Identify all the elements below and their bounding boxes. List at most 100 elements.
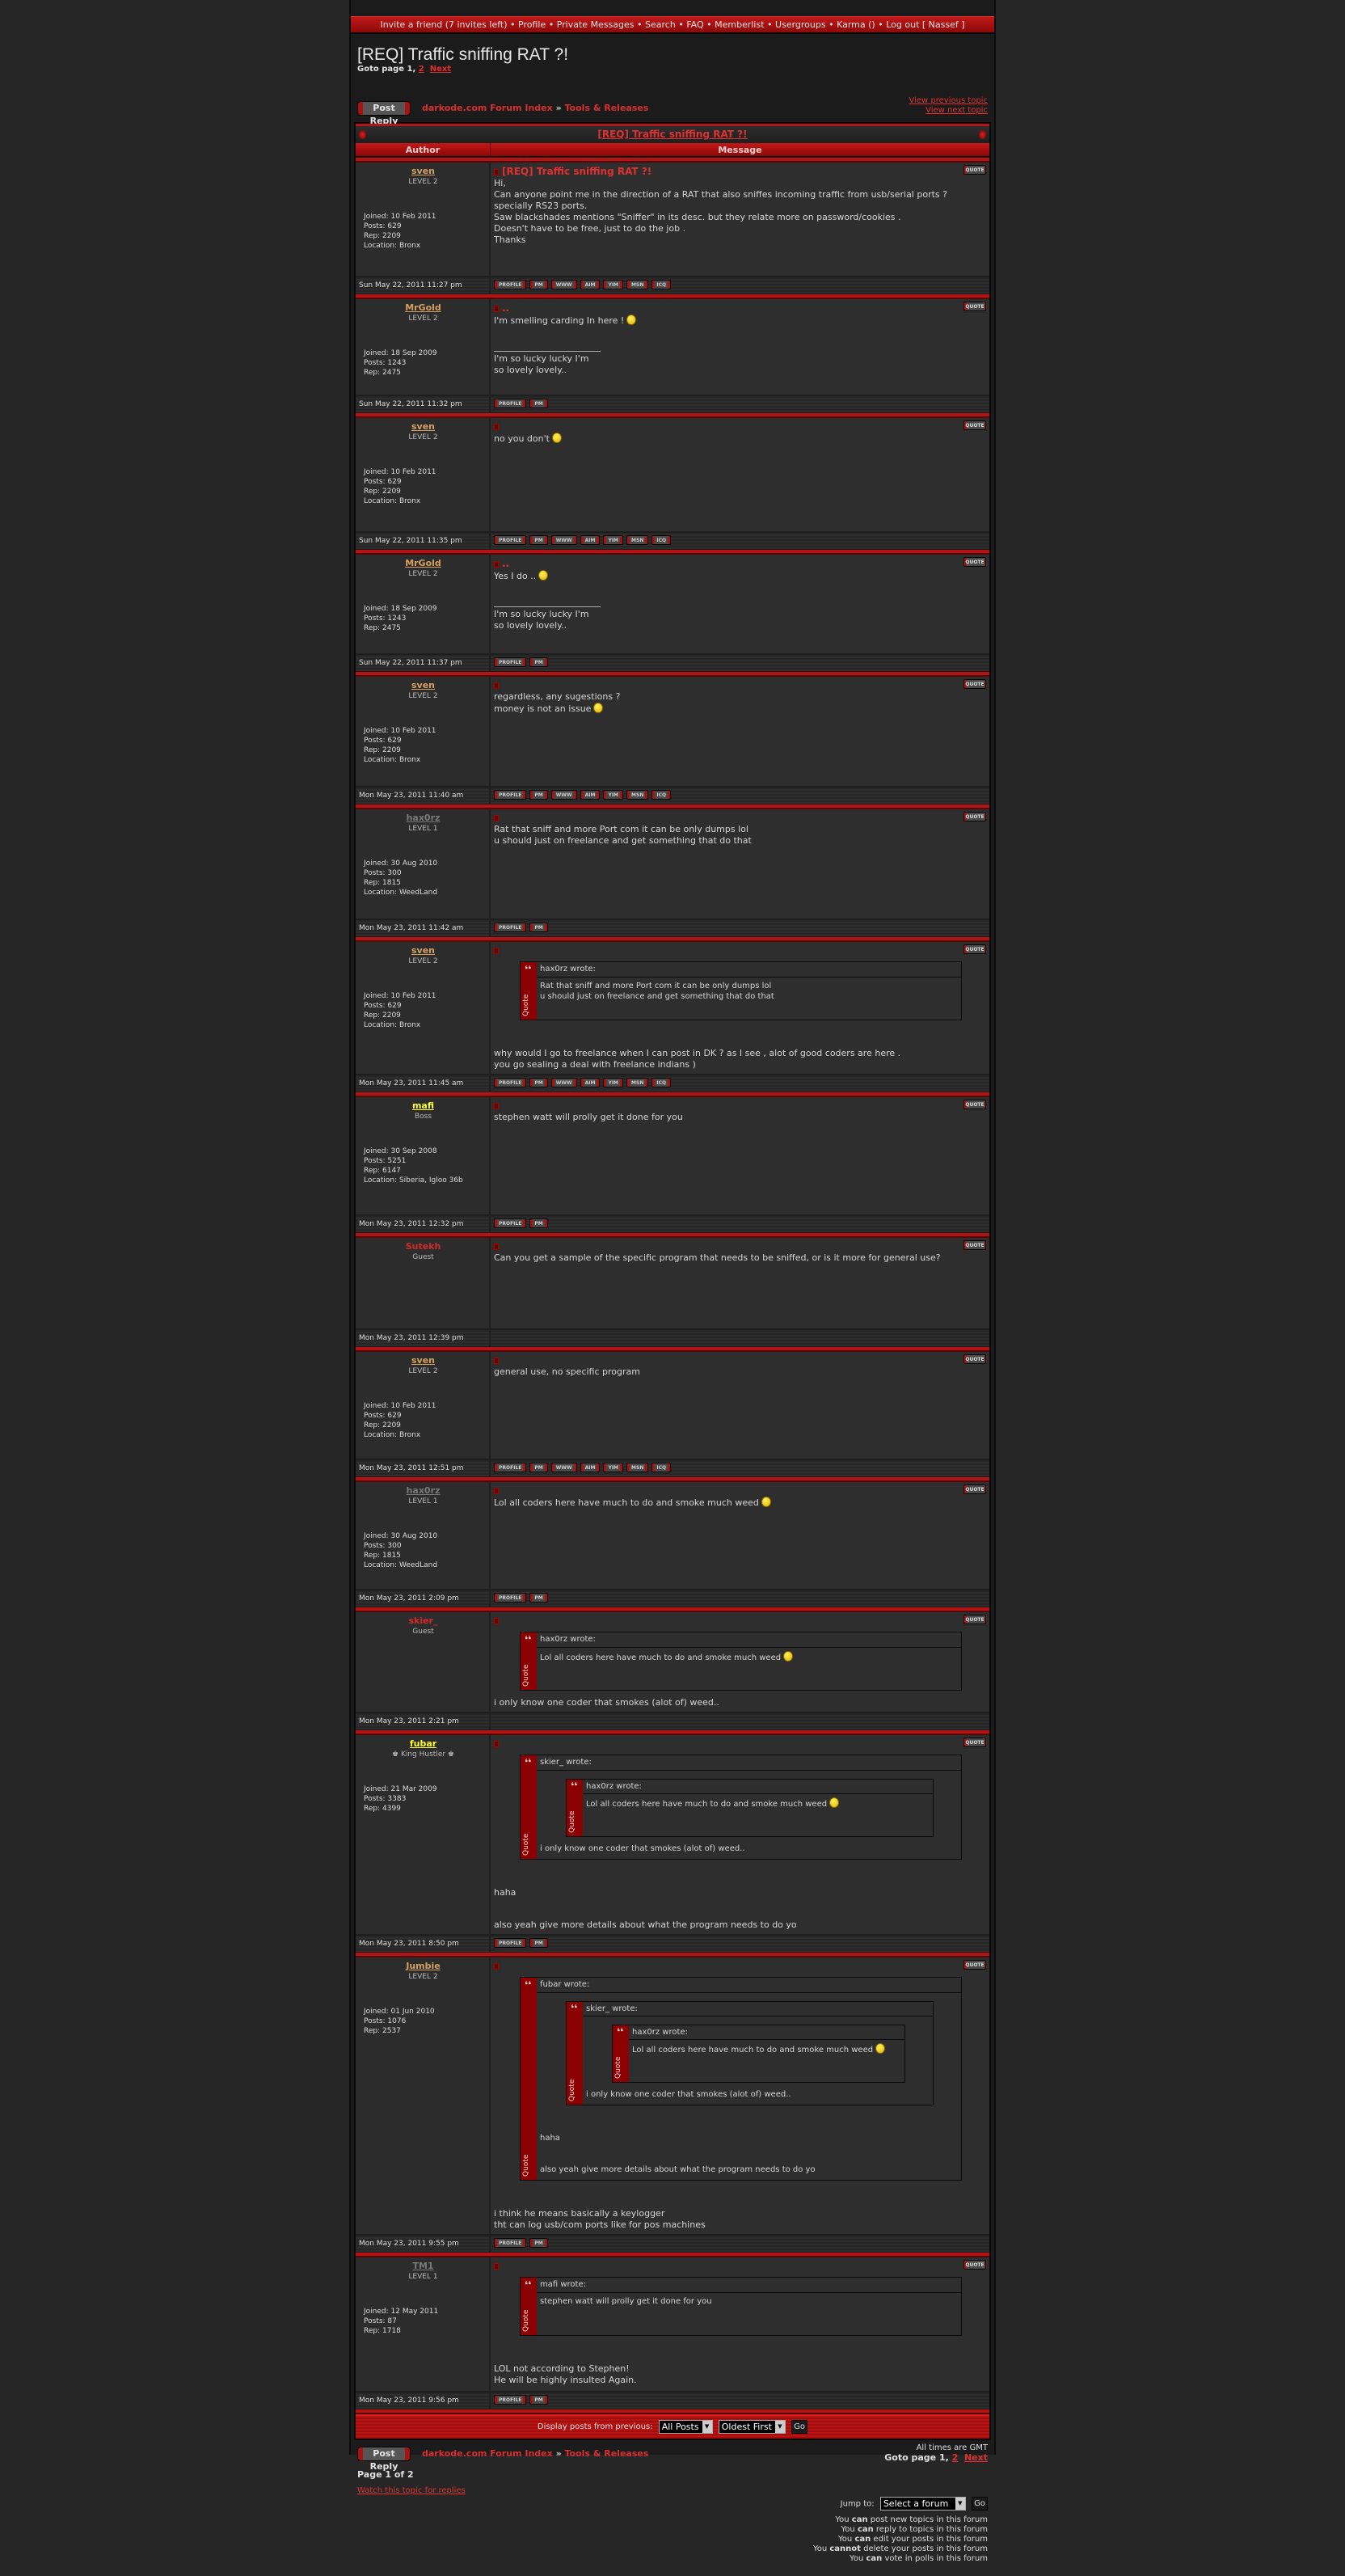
profile-button[interactable]: PROFILE — [494, 399, 527, 408]
order-select[interactable]: Oldest First ▼ — [718, 2419, 786, 2434]
nav-item-faq[interactable]: FAQ — [686, 19, 704, 30]
quote-button[interactable]: QUOTE — [963, 557, 986, 567]
pm-button[interactable]: PM — [529, 657, 548, 667]
post-icon[interactable] — [494, 1103, 499, 1109]
www-button[interactable]: WWW — [550, 1463, 577, 1472]
watch-topic-link[interactable]: Watch this topic for replies — [357, 2486, 466, 2495]
filter-go-button[interactable]: Go — [791, 2419, 808, 2434]
icq-button[interactable]: ICQ — [651, 535, 672, 545]
pm-button[interactable]: PM — [529, 2238, 548, 2248]
nav-item-invite[interactable]: Invite a friend (7 invites left) — [380, 19, 508, 30]
quote-button[interactable]: QUOTE — [963, 420, 986, 430]
quote-button[interactable]: QUOTE — [963, 2260, 986, 2270]
profile-button[interactable]: PROFILE — [494, 1593, 527, 1603]
quote-button[interactable]: QUOTE — [963, 1960, 986, 1970]
quote-button[interactable]: QUOTE — [963, 1354, 986, 1364]
nav-item-log[interactable]: Log out [ Nassef ] — [886, 19, 965, 30]
profile-button[interactable]: PROFILE — [494, 657, 527, 667]
yim-button[interactable]: YIM — [603, 535, 624, 545]
forum-index-link[interactable]: darkode.com Forum Index — [422, 2448, 553, 2459]
nav-item-usergroups[interactable]: Usergroups — [775, 19, 826, 30]
author-name[interactable]: sven — [411, 421, 435, 432]
www-button[interactable]: WWW — [550, 535, 577, 545]
profile-button[interactable]: PROFILE — [494, 790, 527, 800]
author-name[interactable]: sven — [411, 1355, 435, 1366]
pm-button[interactable]: PM — [529, 1938, 548, 1948]
topic-title-link[interactable]: [REQ] Traffic sniffing RAT ?! — [597, 129, 748, 140]
yim-button[interactable]: YIM — [603, 790, 624, 800]
post-icon[interactable] — [494, 948, 499, 954]
icq-button[interactable]: ICQ — [651, 280, 672, 289]
post-reply-button-bottom[interactable]: Post Reply — [357, 2447, 411, 2472]
quote-button[interactable]: QUOTE — [963, 1240, 986, 1250]
profile-button[interactable]: PROFILE — [494, 2395, 527, 2405]
author-name[interactable]: Sutekh — [405, 1241, 441, 1252]
next-page-link[interactable]: Next — [429, 65, 452, 74]
post-icon[interactable] — [494, 1618, 499, 1624]
profile-button[interactable]: PROFILE — [494, 1938, 527, 1948]
quote-button[interactable]: QUOTE — [963, 302, 986, 311]
nav-item-private[interactable]: Private Messages — [556, 19, 635, 30]
post-icon[interactable] — [494, 306, 499, 312]
post-icon[interactable] — [494, 1358, 499, 1364]
pm-button[interactable]: PM — [529, 1078, 548, 1087]
post-icon[interactable] — [494, 682, 499, 689]
author-name[interactable]: sven — [411, 166, 435, 176]
msn-button[interactable]: MSN — [626, 1463, 649, 1472]
aim-button[interactable]: AIM — [580, 1078, 601, 1087]
msn-button[interactable]: MSN — [626, 1078, 649, 1087]
author-name[interactable]: TM1 — [412, 2261, 434, 2271]
author-name[interactable]: hax0rz — [406, 1485, 441, 1496]
profile-button[interactable]: PROFILE — [494, 1078, 527, 1087]
quote-button[interactable]: QUOTE — [963, 1100, 986, 1109]
post-icon[interactable] — [494, 561, 499, 568]
nav-item-profile[interactable]: Profile — [518, 19, 546, 30]
pm-button[interactable]: PM — [529, 280, 548, 289]
www-button[interactable]: WWW — [550, 280, 577, 289]
next-topic-link[interactable]: View next topic — [925, 106, 988, 115]
author-name[interactable]: Jumbie — [406, 1961, 441, 1971]
icq-button[interactable]: ICQ — [651, 790, 672, 800]
icq-button[interactable]: ICQ — [651, 1463, 672, 1472]
quote-button[interactable]: QUOTE — [963, 944, 986, 954]
yim-button[interactable]: YIM — [603, 1078, 624, 1087]
post-icon[interactable] — [494, 1488, 499, 1494]
www-button[interactable]: WWW — [550, 1078, 577, 1087]
jump-go-button[interactable]: Go — [972, 2497, 988, 2511]
quote-button[interactable]: QUOTE — [963, 1738, 986, 1747]
aim-button[interactable]: AIM — [580, 280, 601, 289]
post-reply-button[interactable]: Post Reply — [357, 101, 411, 126]
pm-button[interactable]: PM — [529, 1218, 548, 1228]
profile-button[interactable]: PROFILE — [494, 280, 527, 289]
post-icon[interactable] — [494, 424, 499, 430]
pm-button[interactable]: PM — [529, 535, 548, 545]
forum-link[interactable]: Tools & Releases — [564, 103, 649, 113]
profile-button[interactable]: PROFILE — [494, 1463, 527, 1472]
quote-button[interactable]: QUOTE — [963, 812, 986, 821]
page-2-link[interactable]: 2 — [418, 65, 424, 74]
pm-button[interactable]: PM — [529, 2395, 548, 2405]
post-icon[interactable] — [494, 169, 499, 175]
page-2-link[interactable]: 2 — [951, 2452, 959, 2463]
author-name[interactable]: mafi — [411, 1100, 435, 1111]
quote-button[interactable]: QUOTE — [963, 165, 986, 175]
author-name[interactable]: sven — [411, 945, 435, 956]
post-icon[interactable] — [494, 2263, 499, 2270]
previous-topic-link[interactable]: View previous topic — [909, 96, 988, 105]
quote-button[interactable]: QUOTE — [963, 1615, 986, 1624]
nav-item-search[interactable]: Search — [645, 19, 676, 30]
author-name[interactable]: sven — [411, 680, 435, 690]
author-name[interactable]: hax0rz — [406, 813, 441, 823]
pm-button[interactable]: PM — [529, 1593, 548, 1603]
post-icon[interactable] — [494, 1963, 499, 1970]
post-icon[interactable] — [494, 1244, 499, 1250]
author-name[interactable]: skier_ — [408, 1615, 438, 1626]
aim-button[interactable]: AIM — [580, 535, 601, 545]
nav-item-memberlist[interactable]: Memberlist — [715, 19, 765, 30]
author-name[interactable]: fubar — [409, 1738, 437, 1749]
pm-button[interactable]: PM — [529, 790, 548, 800]
profile-button[interactable]: PROFILE — [494, 535, 527, 545]
quote-button[interactable]: QUOTE — [963, 679, 986, 689]
pm-button[interactable]: PM — [529, 923, 548, 932]
icq-button[interactable]: ICQ — [651, 1078, 672, 1087]
